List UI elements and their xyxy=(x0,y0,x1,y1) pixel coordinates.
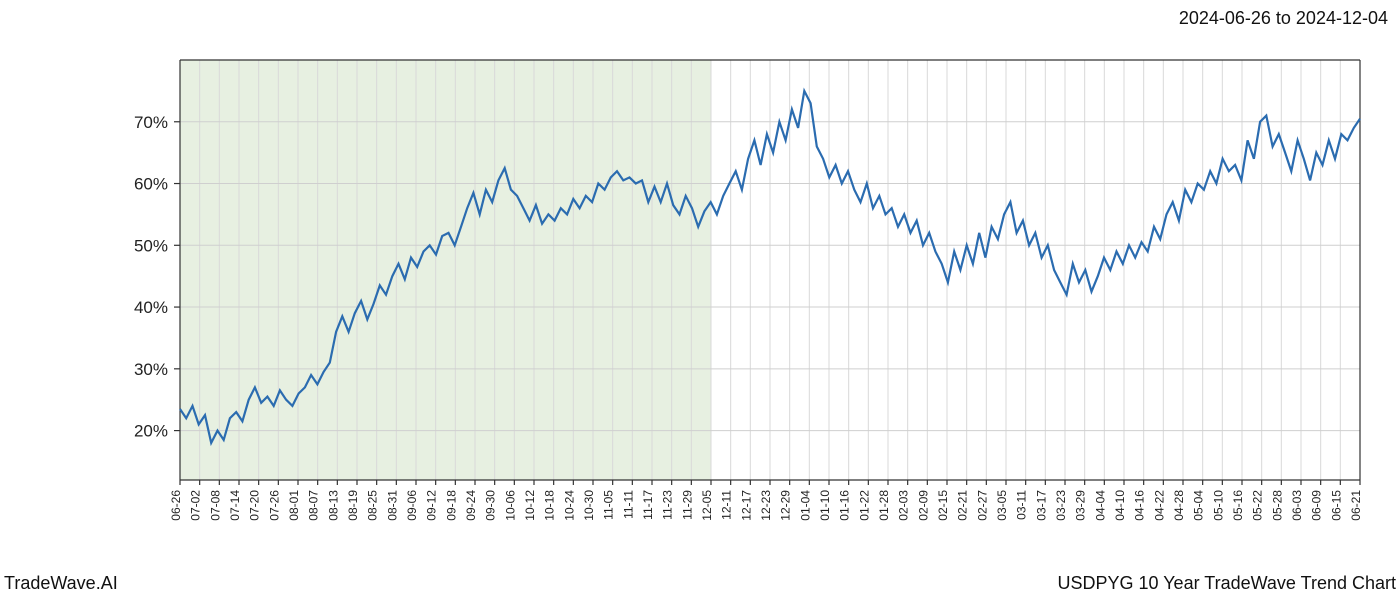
x-tick-label: 01-22 xyxy=(857,490,871,521)
x-tick-label: 10-06 xyxy=(503,490,517,521)
x-tick-label: 01-16 xyxy=(838,490,852,521)
x-tick-label: 04-16 xyxy=(1133,490,1147,521)
x-tick-label: 03-17 xyxy=(1034,490,1048,521)
y-tick-label: 70% xyxy=(134,113,168,132)
x-tick-label: 01-10 xyxy=(818,490,832,521)
y-tick-label: 20% xyxy=(134,422,168,441)
x-tick-label: 01-04 xyxy=(798,490,812,521)
x-tick-label: 11-23 xyxy=(661,490,675,520)
brand-label: TradeWave.AI xyxy=(4,573,118,594)
x-tick-label: 11-11 xyxy=(621,490,635,519)
x-tick-label: 03-05 xyxy=(995,490,1009,521)
x-tick-label: 02-21 xyxy=(956,490,970,521)
x-tick-label: 06-26 xyxy=(169,490,183,521)
x-tick-label: 04-28 xyxy=(1172,490,1186,521)
x-tick-label: 06-15 xyxy=(1329,490,1343,521)
highlight-region xyxy=(180,60,711,480)
x-tick-label: 04-10 xyxy=(1113,490,1127,521)
x-tick-label: 09-06 xyxy=(405,490,419,521)
x-tick-label: 08-19 xyxy=(346,490,360,521)
x-tick-label: 12-23 xyxy=(759,490,773,521)
x-tick-label: 11-05 xyxy=(602,490,616,520)
x-tick-label: 05-10 xyxy=(1211,490,1225,521)
x-tick-label: 06-09 xyxy=(1310,490,1324,521)
x-tick-label: 12-05 xyxy=(700,490,714,521)
y-tick-label: 60% xyxy=(134,175,168,194)
x-tick-label: 03-23 xyxy=(1054,490,1068,521)
y-tick-label: 50% xyxy=(134,236,168,255)
x-tick-label: 08-13 xyxy=(326,490,340,521)
x-tick-label: 10-18 xyxy=(543,490,557,521)
x-tick-label: 02-09 xyxy=(916,490,930,521)
x-tick-label: 05-16 xyxy=(1231,490,1245,521)
x-tick-label: 12-11 xyxy=(720,490,734,520)
x-tick-label: 02-15 xyxy=(936,490,950,521)
x-tick-label: 05-22 xyxy=(1251,490,1265,521)
x-tick-label: 09-30 xyxy=(484,490,498,521)
chart-svg: 20% 30% 40% 50% 60% 70% 06-26 07-02 07-08 07-14 07… xyxy=(0,40,1400,540)
x-tick-label: 09-24 xyxy=(464,490,478,521)
chart-title: USDPYG 10 Year TradeWave Trend Chart xyxy=(1057,573,1396,594)
x-tick-label: 07-14 xyxy=(228,490,242,521)
x-tick-label: 10-24 xyxy=(562,490,576,521)
trend-chart: 20% 30% 40% 50% 60% 70% 06-26 07-02 07-08 07-14 07… xyxy=(0,40,1400,540)
x-tick-label: 05-04 xyxy=(1192,490,1206,521)
x-tick-label: 08-07 xyxy=(307,490,321,521)
date-range-caption: 2024-06-26 to 2024-12-04 xyxy=(1179,8,1388,29)
x-tick-label: 12-17 xyxy=(739,490,753,521)
x-tick-label: 07-08 xyxy=(208,490,222,521)
x-tick-label: 11-29 xyxy=(680,490,694,520)
x-tick-label: 06-03 xyxy=(1290,490,1304,521)
x-tick-label: 08-01 xyxy=(287,490,301,521)
x-tick-label: 02-03 xyxy=(897,490,911,521)
x-tick-label: 12-29 xyxy=(779,490,793,521)
x-tick-label: 07-02 xyxy=(189,490,203,521)
y-tick-label: 30% xyxy=(134,360,168,379)
x-tick-label: 03-11 xyxy=(1015,490,1029,520)
x-tick-label: 05-28 xyxy=(1270,490,1284,521)
x-tick-label: 09-12 xyxy=(425,490,439,521)
x-tick-label: 04-22 xyxy=(1152,490,1166,521)
x-tick-label: 07-26 xyxy=(267,490,281,521)
x-tick-label: 01-28 xyxy=(877,490,891,521)
x-tick-label: 10-12 xyxy=(523,490,537,521)
x-tick-label: 03-29 xyxy=(1074,490,1088,521)
x-tick-label: 06-21 xyxy=(1349,490,1363,521)
x-tick-label: 07-20 xyxy=(248,490,262,521)
x-tick-label: 04-04 xyxy=(1093,490,1107,521)
y-tick-label: 40% xyxy=(134,298,168,317)
x-tick-label: 09-18 xyxy=(444,490,458,521)
x-tick-label: 08-25 xyxy=(366,490,380,521)
x-tick-label: 10-30 xyxy=(582,490,596,521)
x-tick-label: 08-31 xyxy=(385,490,399,521)
x-tick-label: 11-17 xyxy=(641,490,655,520)
x-tick-label: 02-27 xyxy=(975,490,989,521)
